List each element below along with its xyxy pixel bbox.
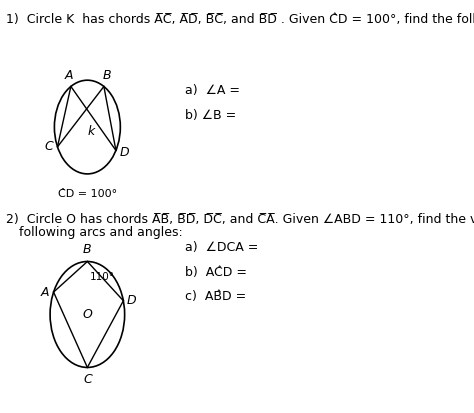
- Text: C: C: [44, 140, 53, 152]
- Text: D: D: [119, 146, 129, 159]
- Text: 110°: 110°: [90, 272, 115, 282]
- Text: A: A: [41, 285, 49, 299]
- Text: O: O: [82, 308, 92, 321]
- Text: k: k: [87, 126, 94, 138]
- Text: b) ∠B =: b) ∠B =: [185, 109, 236, 122]
- Text: a)  ∠A =: a) ∠A =: [185, 84, 240, 97]
- Text: a)  ∠DCA =: a) ∠DCA =: [185, 241, 258, 254]
- Text: ĈD = 100°: ĈD = 100°: [58, 190, 117, 199]
- Text: A: A: [64, 69, 73, 82]
- Text: D: D: [127, 294, 137, 307]
- Text: c)  AB̂D =: c) AB̂D =: [185, 290, 246, 303]
- Text: b)  AĈD =: b) AĈD =: [185, 266, 247, 279]
- Text: C: C: [83, 373, 92, 386]
- Text: B: B: [83, 243, 91, 256]
- Text: following arcs and angles:: following arcs and angles:: [18, 226, 182, 239]
- Text: 2)  Circle O has chords A̅B̅, B̅D̅, D̅C̅, and C̅A̅. Given ∠ABD = 110°, find the : 2) Circle O has chords A̅B̅, B̅D̅, D̅C̅,…: [6, 213, 474, 226]
- Text: 1)  Circle K  has chords A̅C̅, A̅D̅, B̅C̅, and B̅D̅ . Given ĈD = 100°, find the: 1) Circle K has chords A̅C̅, A̅D̅, B̅C̅,…: [6, 13, 474, 26]
- Text: B: B: [102, 69, 111, 82]
